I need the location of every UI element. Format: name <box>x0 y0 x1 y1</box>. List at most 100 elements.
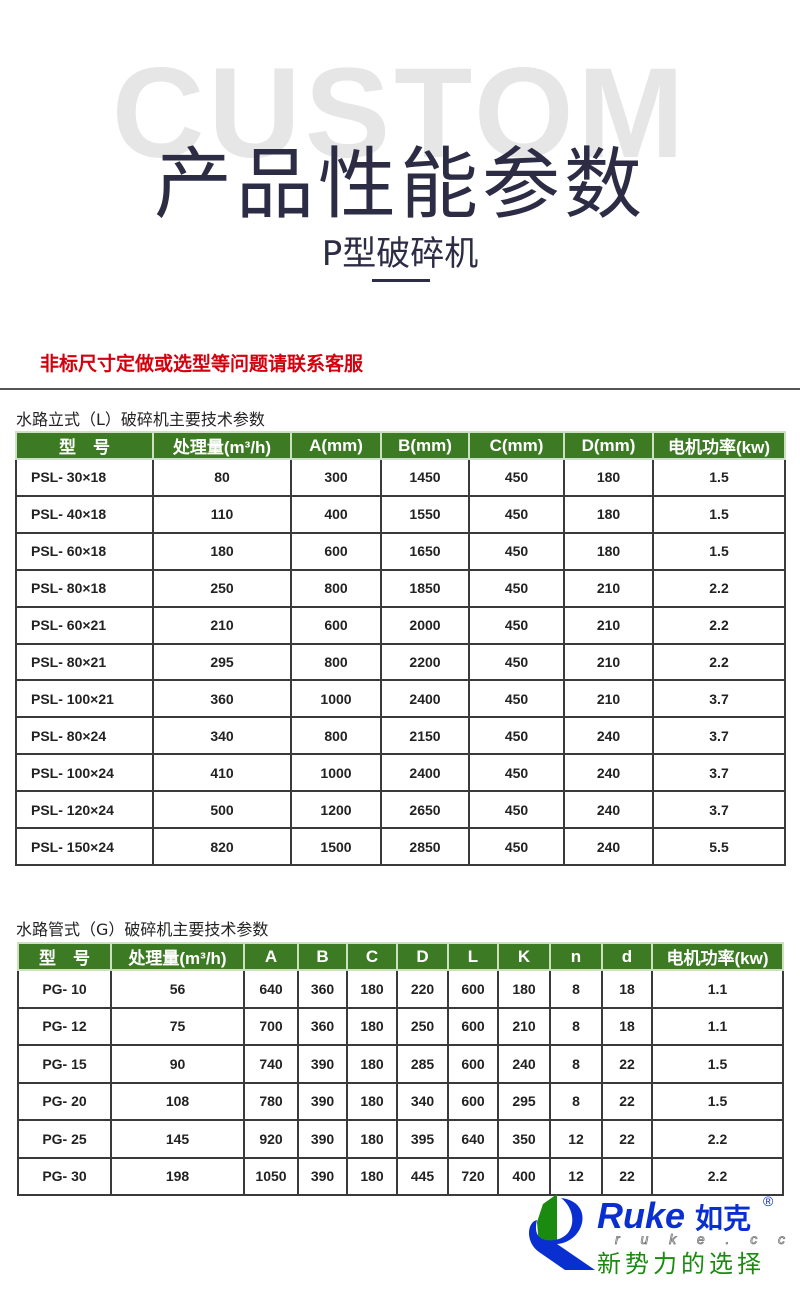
value-cell: 220 <box>396 969 449 1009</box>
column-header: B(mm) <box>380 431 470 460</box>
value-cell: 240 <box>563 827 654 866</box>
value-cell: 75 <box>110 1006 245 1046</box>
value-cell: 22 <box>601 1119 653 1159</box>
column-header: 型 号 <box>17 942 112 971</box>
value-cell: 22 <box>601 1081 653 1121</box>
value-cell: 450 <box>468 642 565 682</box>
column-header: C(mm) <box>468 431 565 460</box>
value-cell: 22 <box>601 1156 653 1196</box>
value-cell: 22 <box>601 1044 653 1084</box>
value-cell: 340 <box>152 716 292 756</box>
value-cell: 400 <box>290 494 382 534</box>
value-cell: 3.7 <box>652 790 786 830</box>
value-cell: 240 <box>497 1044 551 1084</box>
value-cell: 180 <box>346 1081 398 1121</box>
value-cell: 90 <box>110 1044 245 1084</box>
value-cell: 180 <box>346 1156 398 1196</box>
title-underline <box>372 279 430 282</box>
value-cell: 1000 <box>290 753 382 793</box>
value-cell: 80 <box>152 458 292 497</box>
column-header: 处理量(m³/h) <box>110 942 245 971</box>
column-header: A(mm) <box>290 431 382 460</box>
custom-watermark: CUSTOM <box>111 42 689 185</box>
value-cell: 1000 <box>290 679 382 719</box>
svg-text:如克: 如克 <box>695 1202 751 1235</box>
page-title: 产品性能参数 <box>153 140 646 230</box>
value-cell: 1850 <box>380 568 470 608</box>
value-cell: 740 <box>243 1044 299 1084</box>
value-cell: 110 <box>152 494 292 534</box>
table-row: PSL- 80×24 340 800 2150 450 240 3.7 <box>15 716 786 756</box>
value-cell: 180 <box>152 531 292 571</box>
model-cell: PSL- 80×24 <box>15 716 154 756</box>
model-cell: PG- 30 <box>17 1156 112 1196</box>
value-cell: 8 <box>549 1044 603 1084</box>
value-cell: 1050 <box>243 1156 299 1196</box>
value-cell: 2850 <box>380 827 470 866</box>
column-header: C <box>346 942 398 971</box>
value-cell: 1.1 <box>651 969 784 1009</box>
value-cell: 450 <box>468 753 565 793</box>
value-cell: 450 <box>468 531 565 571</box>
value-cell: 1.1 <box>651 1006 784 1046</box>
divider <box>0 388 800 390</box>
value-cell: 180 <box>346 969 398 1009</box>
value-cell: 1500 <box>290 827 382 866</box>
value-cell: 295 <box>497 1081 551 1121</box>
value-cell: 1.5 <box>652 531 786 571</box>
model-cell: PSL- 40×18 <box>15 494 154 534</box>
value-cell: 450 <box>468 458 565 497</box>
value-cell: 12 <box>549 1119 603 1159</box>
model-cell: PSL- 60×21 <box>15 605 154 645</box>
value-cell: 720 <box>447 1156 499 1196</box>
value-cell: 1.5 <box>652 458 786 497</box>
value-cell: 2.2 <box>652 642 786 682</box>
value-cell: 240 <box>563 790 654 830</box>
value-cell: 2.2 <box>651 1156 784 1196</box>
model-cell: PG- 20 <box>17 1081 112 1121</box>
value-cell: 5.5 <box>652 827 786 866</box>
table-row: PSL- 100×24 410 1000 2400 450 240 3.7 <box>15 753 786 793</box>
value-cell: 800 <box>290 642 382 682</box>
value-cell: 390 <box>297 1119 348 1159</box>
table-row: PSL- 100×21 360 1000 2400 450 210 3.7 <box>15 679 786 719</box>
value-cell: 56 <box>110 969 245 1009</box>
value-cell: 3.7 <box>652 753 786 793</box>
value-cell: 360 <box>297 969 348 1009</box>
value-cell: 2.2 <box>652 568 786 608</box>
value-cell: 2150 <box>380 716 470 756</box>
column-header: A <box>243 942 299 971</box>
value-cell: 450 <box>468 716 565 756</box>
value-cell: 780 <box>243 1081 299 1121</box>
model-cell: PSL- 150×24 <box>15 827 154 866</box>
table-row: PG- 30 198 1050 390 180 445 720 400 12 22 2.2 <box>17 1156 784 1196</box>
value-cell: 445 <box>396 1156 449 1196</box>
value-cell: 18 <box>601 1006 653 1046</box>
contact-notice: 非标尺寸定做或选型等问题请联系客服 <box>40 353 364 375</box>
value-cell: 180 <box>563 458 654 497</box>
model-cell: PSL- 120×24 <box>15 790 154 830</box>
table-row: PG- 20 108 780 390 180 340 600 295 8 22 1.5 <box>17 1081 784 1121</box>
value-cell: 400 <box>497 1156 551 1196</box>
value-cell: 450 <box>468 494 565 534</box>
value-cell: 600 <box>447 1081 499 1121</box>
table-row: PSL- 60×21 210 600 2000 450 210 2.2 <box>15 605 786 645</box>
value-cell: 8 <box>549 969 603 1009</box>
value-cell: 390 <box>297 1044 348 1084</box>
value-cell: 2.2 <box>652 605 786 645</box>
ruke-logo-mark-icon: Ruke 如克 ® ruke.cc 新势力的选择 <box>529 1193 785 1278</box>
svg-text:®: ® <box>763 1193 774 1209</box>
logo-brand: Ruke <box>597 1195 685 1236</box>
value-cell: 8 <box>549 1006 603 1046</box>
value-cell: 450 <box>468 790 565 830</box>
value-cell: 1550 <box>380 494 470 534</box>
value-cell: 2000 <box>380 605 470 645</box>
value-cell: 2650 <box>380 790 470 830</box>
value-cell: 450 <box>468 827 565 866</box>
value-cell: 3.7 <box>652 716 786 756</box>
value-cell: 250 <box>152 568 292 608</box>
column-header: n <box>549 942 603 971</box>
column-header: 电机功率(kw) <box>652 431 786 460</box>
value-cell: 180 <box>346 1119 398 1159</box>
